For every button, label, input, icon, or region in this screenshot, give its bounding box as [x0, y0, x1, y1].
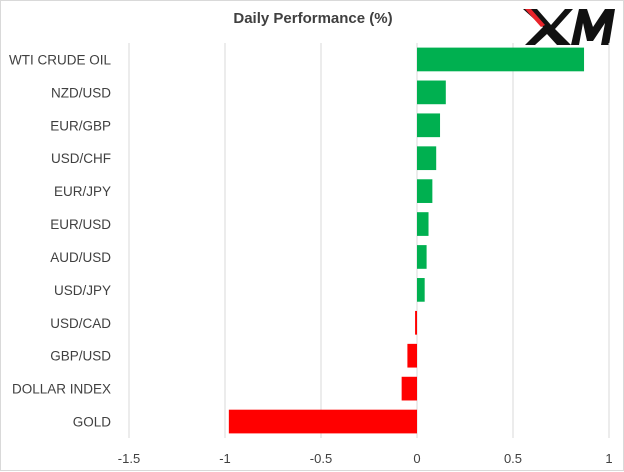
x-tick-label: 0: [413, 451, 420, 466]
category-label: USD/CAD: [50, 316, 111, 331]
x-tick-label: -0.5: [310, 451, 332, 466]
category-label: GOLD: [73, 415, 112, 430]
bar: [417, 47, 585, 72]
category-label: GBP/USD: [50, 349, 111, 364]
category-label: DOLLAR INDEX: [12, 382, 111, 397]
bar: [401, 376, 417, 401]
bar: [415, 310, 417, 335]
bar: [417, 113, 441, 138]
xm-logo-icon: [523, 9, 615, 45]
bar: [407, 343, 417, 368]
category-label: USD/CHF: [51, 151, 111, 166]
category-label: EUR/JPY: [54, 184, 111, 199]
bar: [417, 80, 446, 105]
bar: [417, 245, 427, 269]
category-label: EUR/GBP: [50, 118, 111, 133]
chart-title: Daily Performance (%): [233, 10, 393, 27]
bar: [417, 179, 433, 203]
category-label: AUD/USD: [50, 250, 111, 265]
x-tick-label: 1: [605, 451, 612, 466]
bar: [417, 146, 437, 171]
x-tick-label: -1: [219, 451, 231, 466]
bar: [228, 409, 417, 434]
category-label: WTI CRUDE OIL: [9, 52, 111, 67]
category-label: EUR/USD: [50, 217, 111, 232]
category-label: NZD/USD: [51, 85, 111, 100]
bar: [417, 212, 429, 236]
bar: [417, 278, 425, 302]
x-tick-label: -1.5: [118, 451, 140, 466]
x-tick-label: 0.5: [504, 451, 522, 466]
category-label: USD/JPY: [54, 283, 111, 298]
